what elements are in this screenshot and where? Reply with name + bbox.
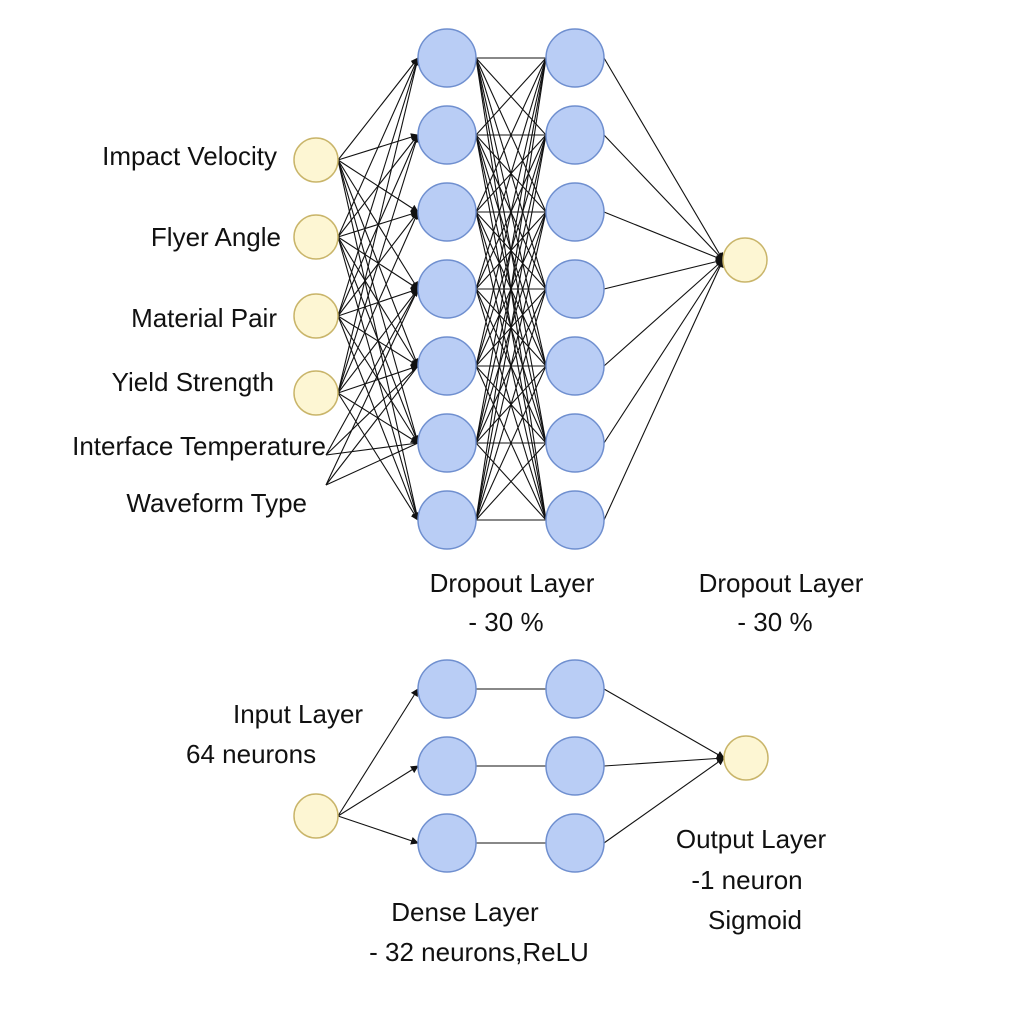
output-layer-label: Output Layer -1 neuron Sigmoid bbox=[676, 824, 827, 935]
input-to-hidden-edge bbox=[337, 364, 419, 394]
input-layer-size: 64 neurons bbox=[186, 739, 316, 769]
hidden-to-output-edge bbox=[603, 259, 724, 444]
bottom-output-neuron bbox=[723, 735, 769, 781]
bottom-output-edge bbox=[603, 754, 725, 767]
connection-edges bbox=[325, 57, 725, 845]
input-to-hidden-edge bbox=[337, 57, 419, 238]
hidden-to-hidden-edge bbox=[475, 57, 547, 290]
hidden-to-hidden-edge bbox=[475, 57, 547, 521]
bottom-output-edge bbox=[603, 688, 725, 759]
bottom-hidden-neuron-layer1 bbox=[417, 736, 477, 796]
dense-layer-size: - 32 neurons,ReLU bbox=[369, 937, 589, 967]
bottom-hidden-neuron-layer2 bbox=[545, 813, 605, 873]
hidden-to-output-edge bbox=[603, 257, 724, 290]
feature-tail-edge bbox=[325, 288, 419, 456]
input-neuron bbox=[293, 370, 339, 416]
hidden-to-hidden-edge bbox=[475, 211, 547, 521]
feature-tail-edge bbox=[325, 442, 419, 486]
input-layer-label: Input Layer 64 neurons bbox=[186, 699, 363, 769]
input-neuron bbox=[293, 293, 339, 339]
hidden-neuron-layer2 bbox=[545, 336, 605, 396]
hidden-neuron-layer2 bbox=[545, 28, 605, 88]
bottom-input-edge bbox=[337, 765, 419, 817]
hidden-neuron-layer1 bbox=[417, 105, 477, 165]
feature-label: Interface Temperature bbox=[72, 431, 326, 461]
dropout-label-1: Dropout Layer - 30 % bbox=[430, 568, 595, 637]
bottom-output-edge bbox=[603, 757, 725, 844]
feature-label: Material Pair bbox=[131, 303, 277, 333]
input-neuron bbox=[293, 214, 339, 260]
hidden-to-hidden-edge bbox=[475, 365, 547, 521]
dense-layer-label: Dense Layer - 32 neurons,ReLU bbox=[369, 897, 589, 967]
hidden-neuron-layer2 bbox=[545, 105, 605, 165]
dense-layer-title: Dense Layer bbox=[391, 897, 539, 927]
hidden-to-hidden-edge bbox=[475, 134, 547, 521]
output-activation: Sigmoid bbox=[708, 905, 802, 935]
hidden-to-output-edge bbox=[603, 259, 724, 521]
bottom-input-neuron bbox=[293, 793, 339, 839]
hidden-neuron-layer1 bbox=[417, 259, 477, 319]
input-to-hidden-edge bbox=[337, 57, 419, 161]
input-feature-labels: Impact Velocity Flyer Angle Material Pai… bbox=[72, 141, 326, 518]
hidden-to-output-edge bbox=[603, 57, 724, 261]
bottom-hidden-neuron-layer1 bbox=[417, 813, 477, 873]
input-to-hidden-edge bbox=[337, 134, 420, 394]
bottom-hidden-neuron-layer2 bbox=[545, 659, 605, 719]
hidden-neuron-layer2 bbox=[545, 490, 605, 550]
dropout-rate: - 30 % bbox=[468, 607, 543, 637]
feature-label: Yield Strength bbox=[112, 367, 274, 397]
output-neuron bbox=[722, 237, 768, 283]
hidden-neuron-layer1 bbox=[417, 182, 477, 242]
hidden-neuron-layer1 bbox=[417, 413, 477, 473]
bottom-hidden-neuron-layer2 bbox=[545, 736, 605, 796]
hidden-neuron-layer2 bbox=[545, 182, 605, 242]
input-to-hidden-edge bbox=[337, 211, 419, 394]
hidden-to-hidden-edge bbox=[475, 442, 547, 521]
neuron-nodes bbox=[293, 28, 769, 873]
feature-tail-edge bbox=[325, 288, 419, 486]
hidden-to-output-edge bbox=[603, 259, 724, 367]
input-to-hidden-edge bbox=[337, 288, 419, 394]
hidden-to-hidden-edge bbox=[475, 57, 547, 444]
input-to-hidden-edge bbox=[337, 57, 421, 394]
bottom-input-edge bbox=[337, 815, 419, 845]
feature-label: Waveform Type bbox=[126, 488, 307, 518]
input-to-hidden-edge bbox=[337, 392, 419, 521]
feature-tail-edge bbox=[325, 365, 419, 486]
feature-tail-edge bbox=[325, 365, 419, 456]
input-neuron bbox=[293, 137, 339, 183]
dropout-rate: - 30 % bbox=[737, 607, 812, 637]
hidden-neuron-layer1 bbox=[417, 336, 477, 396]
output-layer-title: Output Layer bbox=[676, 824, 827, 854]
hidden-neuron-layer2 bbox=[545, 259, 605, 319]
hidden-to-hidden-edge bbox=[475, 57, 547, 136]
hidden-to-output-edge bbox=[603, 211, 724, 262]
hidden-to-hidden-edge bbox=[475, 57, 547, 367]
hidden-neuron-layer1 bbox=[417, 490, 477, 550]
hidden-to-hidden-edge bbox=[475, 288, 547, 521]
dropout-title: Dropout Layer bbox=[430, 568, 595, 598]
output-layer-size: -1 neuron bbox=[691, 865, 802, 895]
hidden-neuron-layer2 bbox=[545, 413, 605, 473]
hidden-neuron-layer1 bbox=[417, 28, 477, 88]
bottom-hidden-neuron-layer1 bbox=[417, 659, 477, 719]
hidden-to-output-edge bbox=[603, 134, 724, 261]
input-layer-title: Input Layer bbox=[233, 699, 363, 729]
dropout-label-2: Dropout Layer - 30 % bbox=[699, 568, 864, 637]
hidden-to-hidden-edge bbox=[475, 57, 547, 213]
dropout-title: Dropout Layer bbox=[699, 568, 864, 598]
input-to-hidden-edge bbox=[337, 57, 420, 317]
feature-label: Impact Velocity bbox=[102, 141, 277, 171]
bottom-input-edge bbox=[337, 688, 419, 817]
feature-label: Flyer Angle bbox=[151, 222, 281, 252]
